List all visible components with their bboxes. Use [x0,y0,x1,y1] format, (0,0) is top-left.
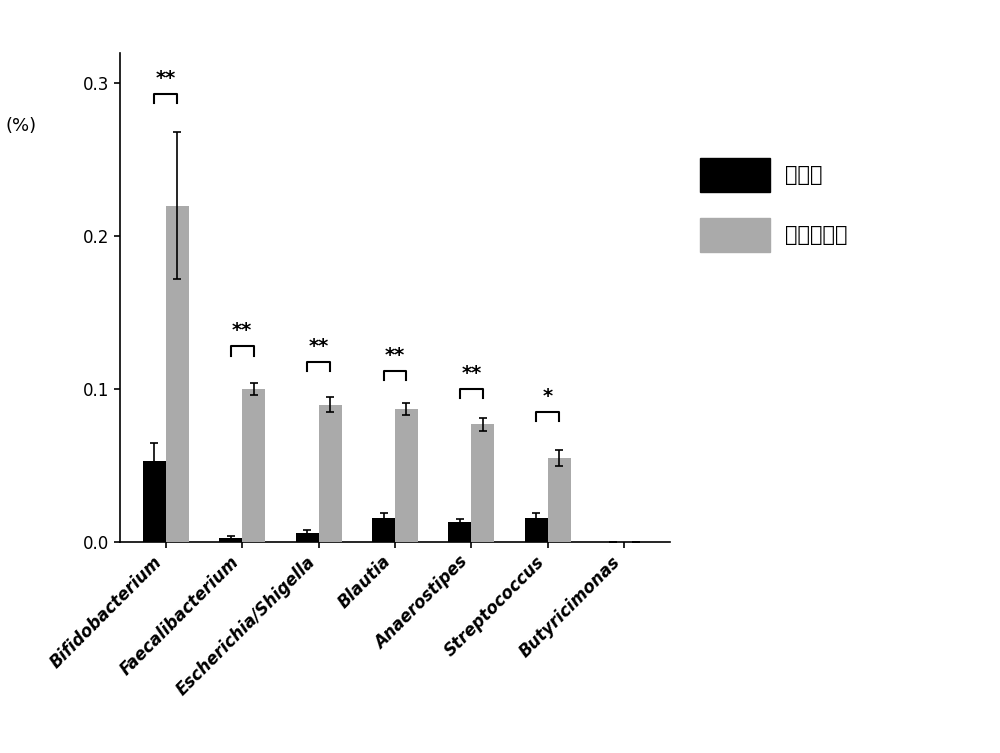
Text: (%): (%) [5,117,37,135]
Text: **: ** [156,69,176,88]
Bar [372,518,395,542]
Text: **: ** [232,322,252,340]
Bar [395,409,418,542]
Bar [471,425,494,542]
Bar [548,458,571,542]
Text: **: ** [308,337,329,355]
Bar [242,389,265,542]
Bar [525,518,548,542]
Bar [319,404,342,542]
Bar [219,538,242,542]
Bar [296,533,319,542]
Text: **: ** [385,346,405,364]
Bar [448,523,471,542]
Bar [166,206,189,542]
Bar [143,461,166,542]
Text: **: ** [461,364,482,383]
Text: 对照组: 对照组 [785,165,822,184]
Text: *: * [543,387,553,406]
Text: 芦荟大黄素: 芦荟大黄素 [785,225,847,245]
